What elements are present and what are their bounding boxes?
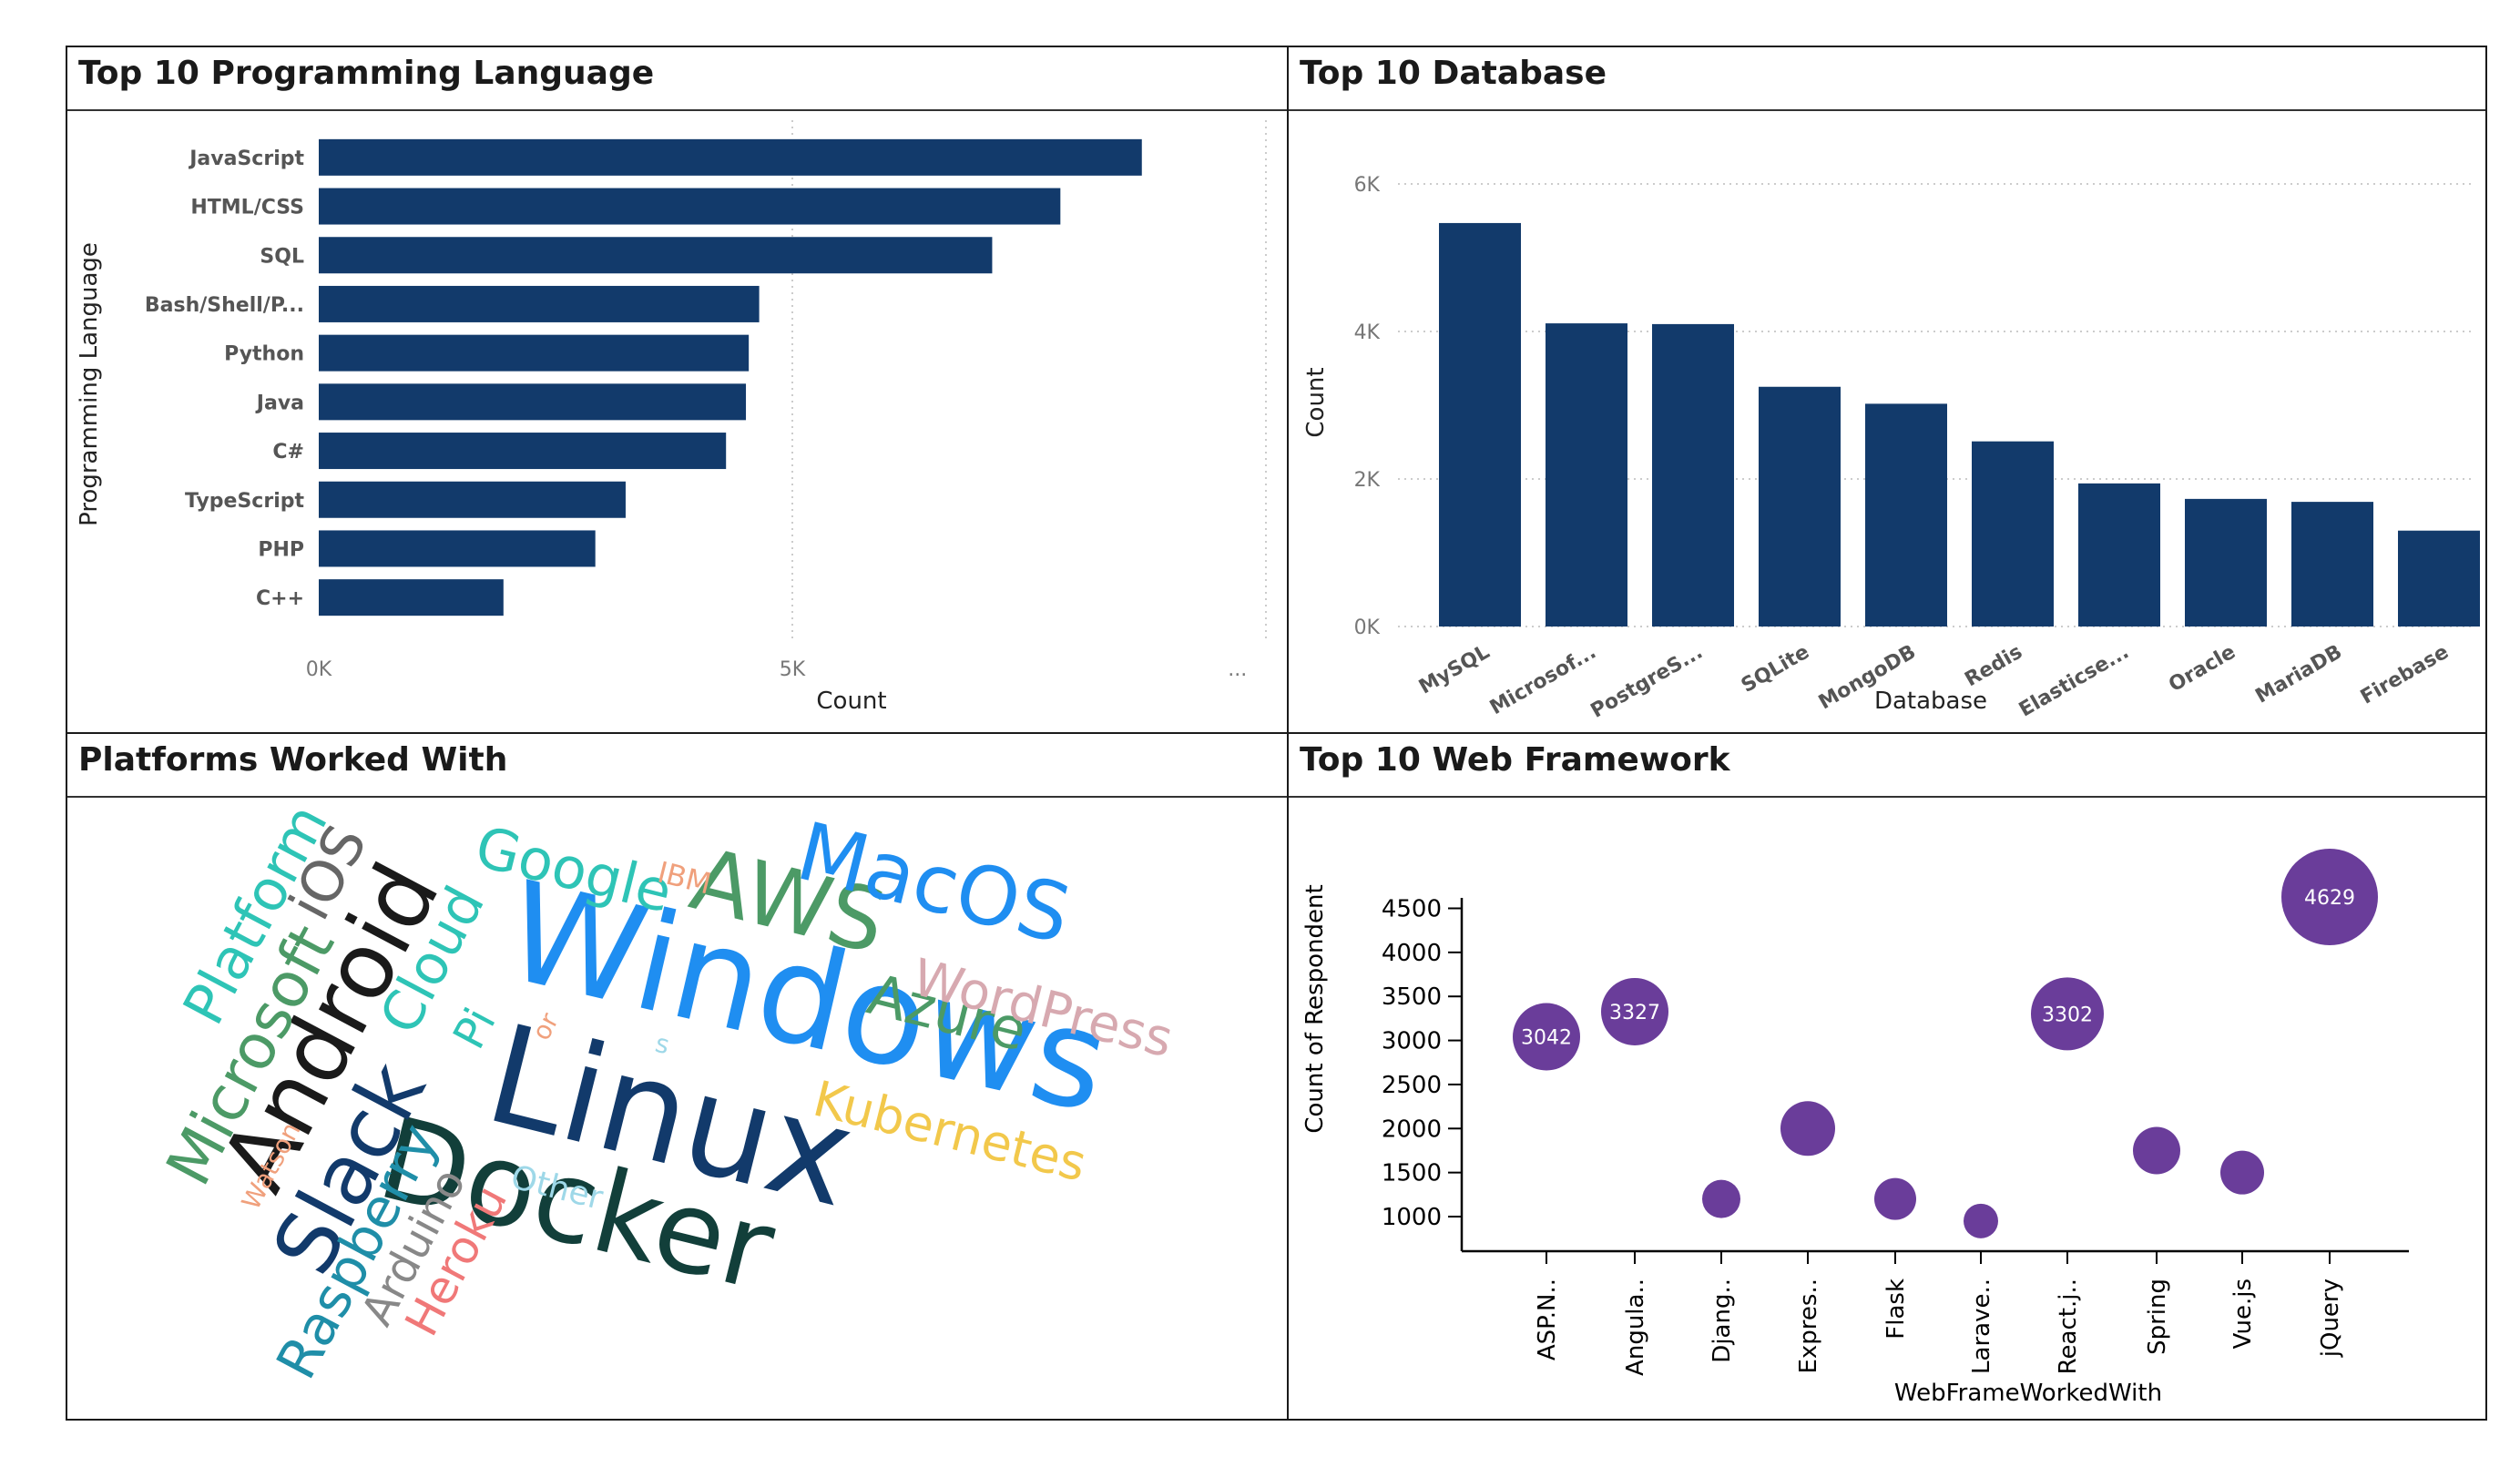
y-axis-title: Count xyxy=(1302,367,1330,437)
category-label: JavaScript xyxy=(188,148,304,170)
panel-title-platforms: Platforms Worked With xyxy=(67,734,1287,798)
panel-database: Top 10 Database 0K 2K 4K 6K MySQL Microsof...… xyxy=(1287,46,2487,734)
bubble xyxy=(2281,849,2378,946)
y-tick-label: 3000 xyxy=(1382,1028,1442,1055)
y-tick-label: 2K xyxy=(1354,469,1381,492)
category-label: SQLite xyxy=(1738,641,1813,698)
category-label: Microsof... xyxy=(1486,641,1600,720)
bar xyxy=(319,579,504,616)
bar xyxy=(2185,498,2267,627)
bubble xyxy=(1513,1003,1580,1071)
y-tick-label: 1000 xyxy=(1382,1204,1442,1231)
bar xyxy=(2078,483,2160,627)
y-tick-label: 0K xyxy=(1354,616,1381,639)
bubble xyxy=(2133,1126,2180,1175)
bar xyxy=(1865,403,1947,627)
category-label: Flask xyxy=(1882,1279,1910,1340)
category-label: PHP xyxy=(258,538,304,561)
category-label: TypeScript xyxy=(185,490,304,513)
bar xyxy=(319,530,596,567)
category-label: Expres.. xyxy=(1795,1279,1822,1374)
bubble-label: 4629 xyxy=(2304,887,2355,910)
y-tick-label: 4000 xyxy=(1382,940,1442,967)
bar xyxy=(319,188,1061,225)
bubble-label: 3302 xyxy=(2042,1004,2093,1026)
category-label: Firebase xyxy=(2357,641,2453,709)
category-label: Java xyxy=(255,392,304,414)
category-label: jQuery xyxy=(2317,1279,2344,1358)
bar xyxy=(2398,530,2480,627)
bar xyxy=(319,138,1142,176)
category-label: HTML/CSS xyxy=(190,197,304,219)
category-label: Python xyxy=(224,343,304,366)
bar xyxy=(1652,323,1734,627)
x-axis-title: WebFrameWorkedWith xyxy=(1894,1380,2162,1407)
bar xyxy=(319,481,626,518)
bar xyxy=(2291,502,2373,627)
x-axis-title: Database xyxy=(1874,688,1987,715)
category-label: PostgreS... xyxy=(1587,641,1707,723)
category-label: Vue.js xyxy=(2229,1279,2257,1350)
bubble-label: 3042 xyxy=(1521,1027,1572,1050)
category-label: Angula.. xyxy=(1622,1279,1649,1376)
web-framework-bubble-chart: 1000 1500 2000 2500 3000 3500 4000 4500 3042 ASP.… xyxy=(1301,849,2409,1407)
bar xyxy=(1439,222,1521,627)
panel-title-web: Top 10 Web Framework xyxy=(1289,734,2485,798)
category-label: MySQL xyxy=(1415,641,1494,699)
bar xyxy=(319,237,993,274)
y-tick-label: 3500 xyxy=(1382,983,1442,1011)
bar xyxy=(1972,441,2054,627)
languages-bar-chart: JavaScript HTML/CSS SQL Bash/Shell/P... Pyth… xyxy=(76,120,1267,715)
bubble-label: 3327 xyxy=(1609,1002,1660,1024)
x-tick-label: ... xyxy=(1228,658,1247,681)
category-label: SQL xyxy=(260,245,304,268)
bar xyxy=(1759,386,1841,627)
category-label: C# xyxy=(272,441,304,464)
panel-languages: Top 10 Programming Language JavaScript HT… xyxy=(66,46,1289,734)
platforms-word-cloud: WindowsLinuxDockerAWSMacOSAndroidSlackGo… xyxy=(153,798,1178,1390)
bar xyxy=(319,433,727,470)
category-label: Bash/Shell/P... xyxy=(145,294,304,317)
category-label: Spring xyxy=(2144,1279,2171,1355)
bar xyxy=(319,285,760,322)
y-axis-title: Count of Respondent xyxy=(1301,884,1329,1133)
y-axis-title: Programming Language xyxy=(76,242,103,526)
bubble xyxy=(1702,1179,1740,1218)
bubble xyxy=(1874,1177,1916,1220)
panel-web: Top 10 Web Framework 1000 1500 2000 2500 300… xyxy=(1287,732,2487,1421)
bubble xyxy=(1601,977,1668,1045)
bubble xyxy=(1964,1203,1998,1238)
bar xyxy=(319,383,747,421)
panel-title-languages: Top 10 Programming Language xyxy=(67,47,1287,111)
x-tick-label: 5K xyxy=(780,658,806,681)
y-tick-label: 2500 xyxy=(1382,1072,1442,1099)
y-tick-label: 6K xyxy=(1354,174,1381,197)
bar xyxy=(1546,323,1627,627)
bubble xyxy=(2220,1150,2264,1195)
x-axis-title: Count xyxy=(816,688,886,715)
word-cloud-word: Pi xyxy=(444,1000,506,1057)
category-label: ASP.N.. xyxy=(1534,1279,1561,1360)
category-label: Oracle xyxy=(2165,641,2239,698)
y-tick-label: 4500 xyxy=(1382,896,1442,923)
y-tick-label: 1500 xyxy=(1382,1160,1442,1187)
bubble xyxy=(1780,1101,1835,1156)
bubble xyxy=(2031,977,2104,1051)
bar xyxy=(319,334,750,372)
category-label: Elasticse... xyxy=(2015,641,2133,722)
category-label: React.j.. xyxy=(2055,1279,2082,1374)
category-label: C++ xyxy=(256,587,304,610)
y-tick-label: 2000 xyxy=(1382,1116,1442,1143)
category-label: Djang.. xyxy=(1709,1279,1736,1363)
category-label: MariaDB xyxy=(2252,641,2346,708)
category-label: Larave.. xyxy=(1968,1279,1995,1374)
category-label: Redis xyxy=(1961,641,2026,692)
y-tick-label: 4K xyxy=(1354,321,1381,344)
panel-title-database: Top 10 Database xyxy=(1289,47,2485,111)
x-tick-label: 0K xyxy=(306,658,332,681)
panel-platforms: Platforms Worked With Windows Linux Docker… xyxy=(66,732,1289,1421)
